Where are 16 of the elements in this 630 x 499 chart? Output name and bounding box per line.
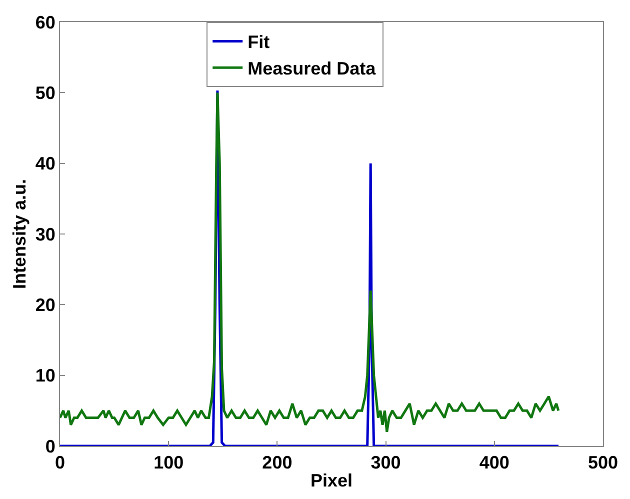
y-tick-label: 60 [35,12,56,32]
x-tick-label: 500 [588,452,618,473]
y-tick-label: 50 [35,82,56,103]
x-axis-title: Pixel [310,470,353,491]
y-axis-title: Intensity a.u. [10,178,30,290]
y-tick-label: 30 [35,224,56,244]
legend-label: Measured Data [248,58,377,79]
y-tick-label: 10 [35,366,56,386]
y-tick-label: 20 [35,294,56,315]
x-tick-label: 300 [370,452,401,473]
y-tick-label: 40 [35,154,56,174]
x-tick-label: 200 [262,452,292,473]
legend-label: Fit [248,32,270,52]
x-tick-label: 100 [154,452,184,473]
x-tick-label: 400 [479,452,510,473]
y-tick-label: 0 [45,436,56,456]
